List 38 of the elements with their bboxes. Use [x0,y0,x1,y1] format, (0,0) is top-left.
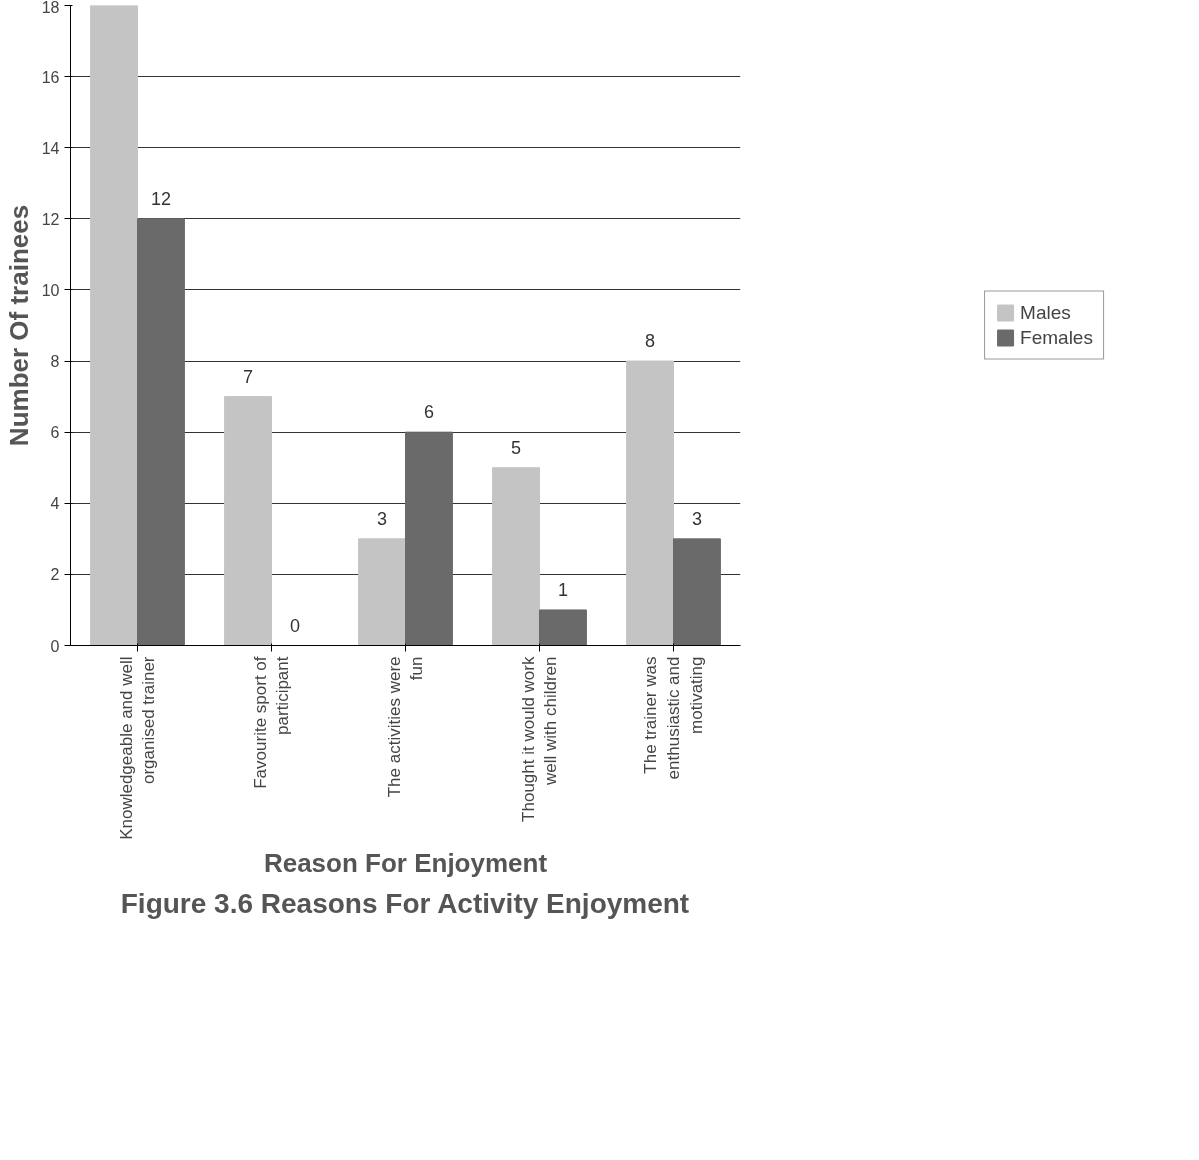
y-tick-label: 2 [50,566,60,584]
y-tick-label: 0 [50,637,60,655]
data-label: 3 [691,508,702,529]
bar [137,218,185,646]
bar [358,538,406,646]
data-label: 1 [557,579,568,600]
bar [90,5,138,646]
data-label: 6 [423,402,434,423]
bar [405,431,453,646]
x-tick-label: Thought it would work well with children [518,656,561,822]
y-tick-label: 14 [41,139,60,157]
x-axis-title: Reason For Enjoyment [263,847,548,878]
x-tick-label: Favourite sport of participant [250,656,293,789]
legend-label: Males [1020,301,1071,324]
data-label: 7 [243,366,254,387]
text: Figure 3.6 Reasons For Activity Enjoyment [120,887,690,919]
y-tick-label: 8 [50,353,60,371]
y-axis-title: Number Of trainees [3,204,34,447]
x-tick-label: Knowledgeable and well organised trainer [116,656,159,840]
bar [626,360,674,646]
y-tick-label: 10 [41,281,60,299]
bar [492,467,540,646]
data-label: 0 [289,615,300,636]
x-tick-label: The activities were fun [384,656,427,798]
data-label: 8 [645,331,656,352]
x-tick-label: The trainer was enthusiastic and motivating [641,656,706,780]
data-label: 12 [150,188,171,209]
y-tick-label: 12 [41,210,60,228]
y-tick-label: 4 [50,495,60,513]
y-tick-label: 18 [41,0,60,16]
data-label: 5 [511,437,522,458]
y-tick-label: 6 [50,424,60,442]
y-tick-label: 16 [41,68,60,86]
bar [224,396,272,646]
data-label: 3 [377,508,388,529]
legend-label: Females [1020,326,1093,349]
bar [539,609,587,646]
bar [673,538,721,646]
